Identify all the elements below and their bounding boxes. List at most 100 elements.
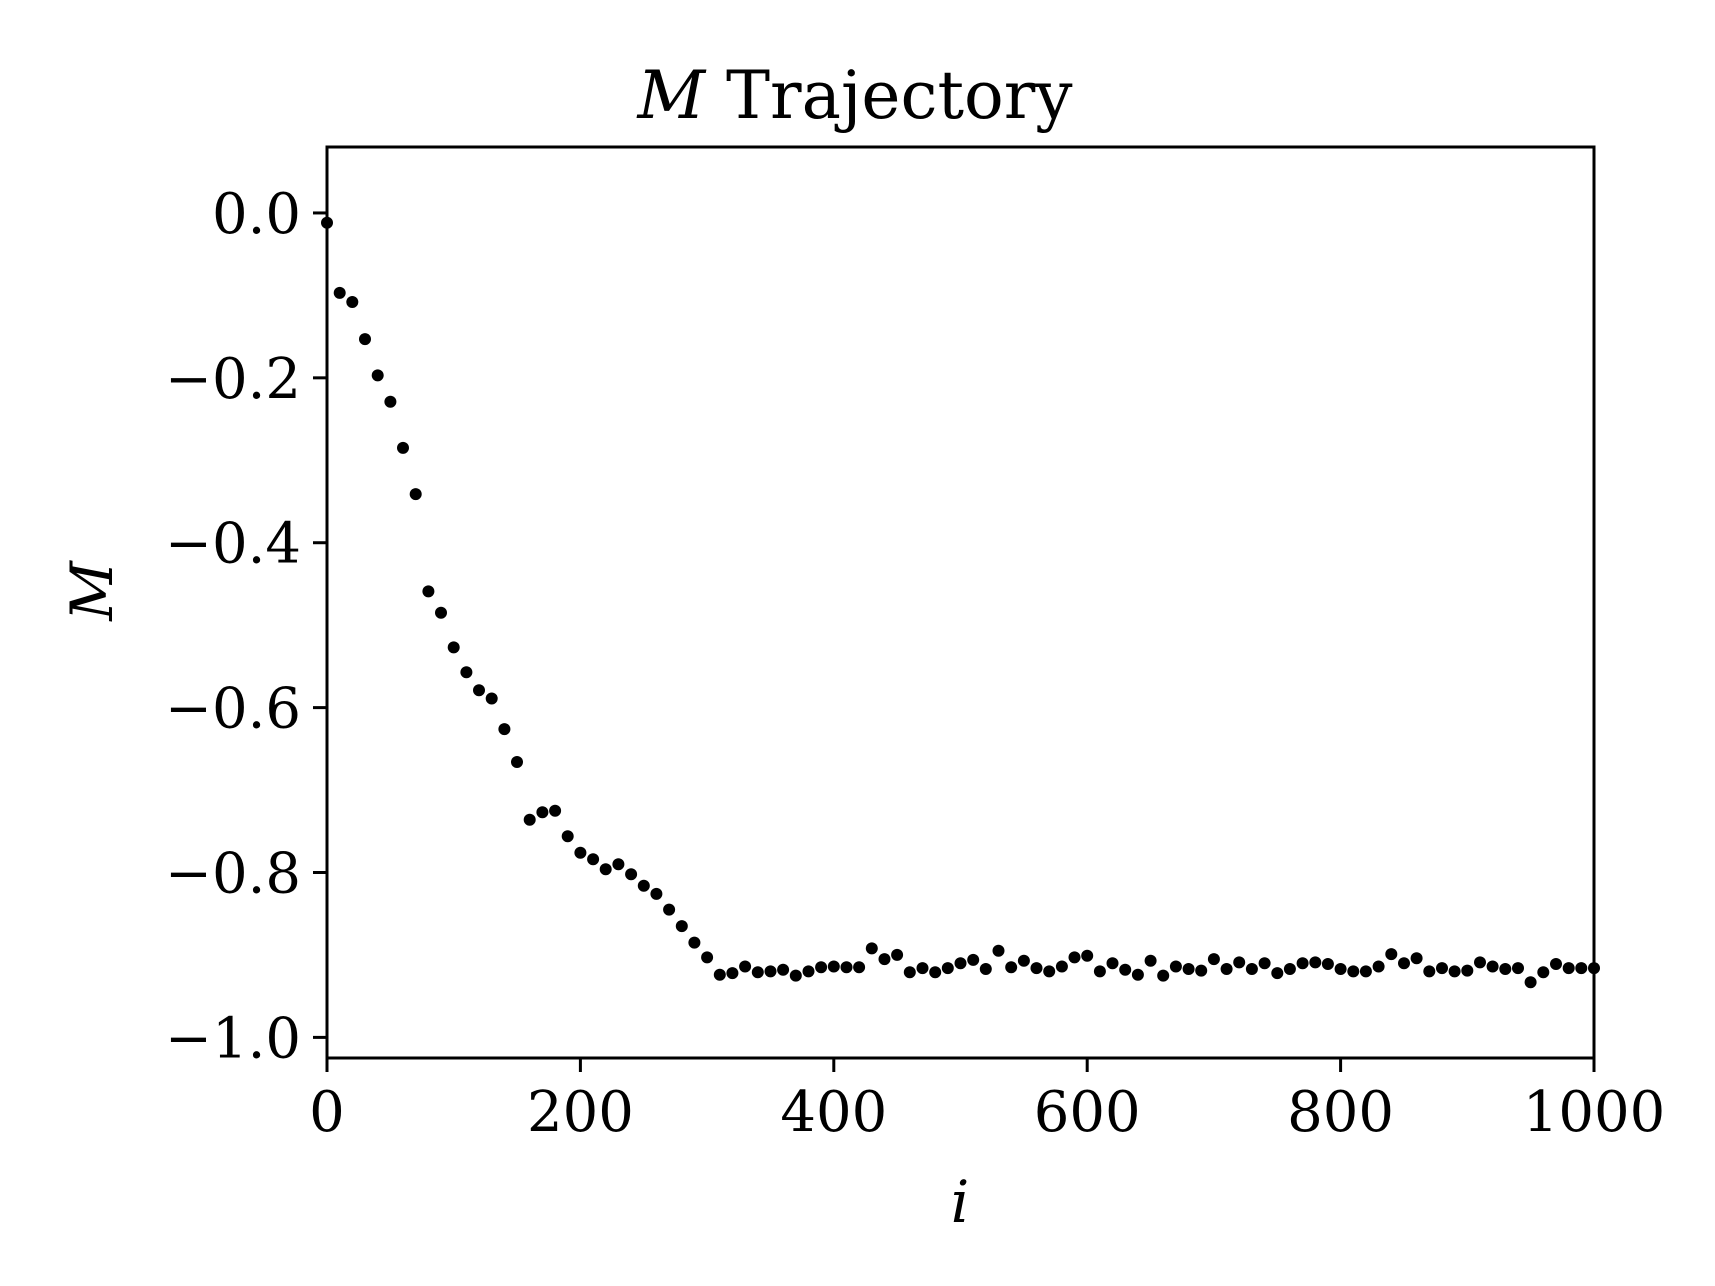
data-point bbox=[1169, 960, 1182, 973]
data-point bbox=[1119, 963, 1132, 976]
data-point bbox=[1182, 963, 1195, 975]
data-point bbox=[625, 868, 638, 881]
data-point bbox=[346, 296, 359, 308]
data-point bbox=[397, 441, 409, 454]
data-point bbox=[1537, 966, 1550, 979]
data-point bbox=[1423, 965, 1436, 978]
x-axis-label: i bbox=[951, 1168, 970, 1236]
data-point bbox=[688, 936, 701, 949]
y-axis-label: M bbox=[58, 560, 126, 622]
x-tick-label: 0 bbox=[309, 1080, 345, 1145]
data-point bbox=[1372, 960, 1385, 973]
data-point bbox=[1030, 962, 1043, 975]
data-point bbox=[1296, 957, 1309, 970]
data-point bbox=[1562, 962, 1575, 975]
data-point bbox=[1043, 965, 1056, 978]
data-point bbox=[1055, 960, 1068, 973]
data-point bbox=[954, 957, 967, 970]
data-point bbox=[891, 948, 904, 961]
data-point bbox=[460, 666, 473, 679]
data-point bbox=[1436, 962, 1448, 975]
data-point bbox=[485, 692, 498, 705]
data-point bbox=[878, 953, 891, 966]
data-point bbox=[1524, 976, 1537, 989]
plot-frame bbox=[325, 145, 1596, 1060]
data-point bbox=[574, 846, 587, 859]
data-point bbox=[1410, 952, 1423, 965]
chart-title-spacer bbox=[705, 57, 726, 134]
data-point bbox=[549, 804, 562, 817]
data-point bbox=[903, 966, 916, 979]
data-point bbox=[637, 879, 650, 892]
data-point bbox=[447, 641, 460, 654]
data-point bbox=[815, 961, 828, 974]
data-point bbox=[1309, 956, 1322, 969]
chart-title: M Trajectory bbox=[636, 57, 1073, 134]
data-point bbox=[1233, 956, 1246, 969]
y-axis-ticks: 0.0 −0.2 −0.4 −0.6 −0.8 −1.0 bbox=[165, 182, 327, 1071]
data-point bbox=[663, 903, 676, 916]
data-point bbox=[1195, 964, 1208, 977]
data-point bbox=[1334, 963, 1347, 975]
data-point bbox=[941, 962, 954, 975]
data-point bbox=[1359, 965, 1372, 978]
data-point bbox=[1220, 963, 1233, 975]
data-point bbox=[333, 286, 346, 299]
data-point bbox=[1258, 957, 1271, 970]
data-point bbox=[599, 863, 612, 876]
y-tick-label: 0.0 bbox=[212, 182, 301, 247]
x-tick-label: 200 bbox=[527, 1080, 634, 1145]
data-point bbox=[827, 960, 840, 973]
y-tick-label: −0.4 bbox=[165, 512, 301, 577]
data-point bbox=[675, 920, 688, 933]
y-tick-label: −0.8 bbox=[165, 842, 301, 907]
data-point bbox=[802, 965, 815, 978]
data-point bbox=[1144, 954, 1157, 967]
data-point bbox=[1398, 957, 1410, 970]
y-tick-label: −0.6 bbox=[165, 677, 301, 742]
data-point bbox=[435, 606, 447, 619]
data-point bbox=[992, 944, 1005, 957]
data-point bbox=[1271, 967, 1284, 980]
data-point bbox=[764, 965, 777, 978]
data-point bbox=[536, 806, 549, 819]
data-point bbox=[929, 966, 942, 979]
data-point bbox=[751, 966, 764, 979]
data-point bbox=[1068, 951, 1081, 964]
data-point bbox=[701, 951, 714, 964]
data-point bbox=[777, 963, 790, 976]
data-point bbox=[473, 684, 485, 697]
x-tick-label: 400 bbox=[780, 1080, 887, 1145]
data-point bbox=[789, 969, 802, 982]
data-point bbox=[511, 756, 523, 768]
data-point bbox=[422, 585, 435, 598]
data-point bbox=[1550, 958, 1562, 970]
data-point bbox=[1461, 964, 1474, 977]
data-point bbox=[384, 395, 397, 408]
data-point bbox=[371, 369, 384, 382]
x-tick-label: 800 bbox=[1287, 1080, 1394, 1145]
data-point bbox=[561, 830, 574, 843]
data-point bbox=[1157, 969, 1170, 982]
data-point bbox=[1093, 965, 1106, 978]
data-point bbox=[853, 961, 866, 974]
data-point bbox=[1347, 965, 1360, 978]
data-point bbox=[865, 942, 878, 955]
data-point bbox=[409, 488, 422, 501]
data-point bbox=[840, 961, 853, 974]
data-point bbox=[612, 858, 625, 871]
y-tick-label: −1.0 bbox=[165, 1006, 301, 1071]
data-point bbox=[1207, 953, 1220, 966]
data-point bbox=[498, 723, 511, 736]
y-tick-label: −0.2 bbox=[165, 347, 301, 412]
data-point bbox=[1017, 954, 1030, 967]
data-point bbox=[587, 853, 600, 866]
data-point bbox=[713, 968, 726, 981]
data-point bbox=[359, 333, 371, 346]
data-point bbox=[1005, 961, 1018, 974]
data-point bbox=[726, 967, 739, 980]
x-axis-ticks: 0 200 400 600 800 1000 bbox=[309, 1058, 1665, 1145]
data-point bbox=[1245, 963, 1258, 975]
